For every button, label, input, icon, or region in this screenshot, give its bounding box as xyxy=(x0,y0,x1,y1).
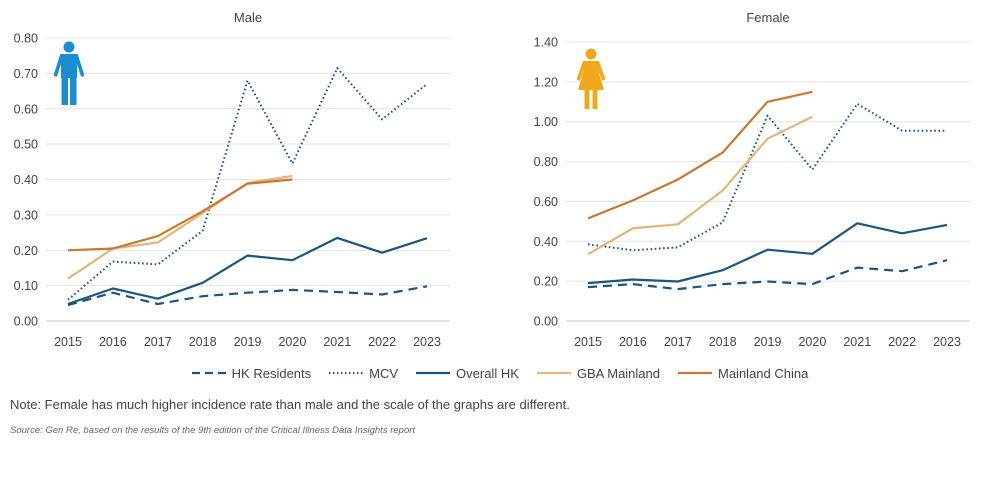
x-tick-label: 2022 xyxy=(888,335,916,349)
y-tick-label: 0.20 xyxy=(14,244,38,258)
x-tick-label: 2015 xyxy=(54,335,82,349)
y-tick-label: 0.60 xyxy=(14,102,38,116)
legend-label-hk-residents: HK Residents xyxy=(231,365,312,381)
legend-label-mcv: MCV xyxy=(369,365,399,381)
chart-title: Female xyxy=(746,10,789,25)
legend-swatch-gba-mainland xyxy=(536,371,571,375)
legend-item-mcv: MCV xyxy=(329,366,398,381)
series-line-mainland-china xyxy=(587,90,813,220)
x-tick-label: 2020 xyxy=(278,335,306,349)
legend-swatch-mainland-china xyxy=(678,371,712,375)
x-tick-label: 2016 xyxy=(99,335,127,349)
y-tick-label: 0.00 xyxy=(534,315,558,329)
chart-male: Male 0.00 0.10 0.20 0.30 0.40 0.50 0.60 0.70 0.80… xyxy=(14,10,450,349)
legend-swatch-hk-residents xyxy=(191,371,226,375)
chart-female: Female 0.00 0.20 0.40 0.60 0.80 1.00 1.20 1.40 20… xyxy=(534,10,970,349)
y-tick-label: 1.40 xyxy=(534,36,558,50)
series-line-overall-hk xyxy=(587,222,948,285)
legend-item-mainland-china: Mainland China xyxy=(678,366,808,381)
chart-source: Source: Gen Re, based on the results of … xyxy=(10,425,416,436)
female-person-icon xyxy=(576,48,606,109)
legend-label-mainland-china: Mainland China xyxy=(718,365,809,381)
y-tick-label: 0.80 xyxy=(534,155,558,169)
legend-item-hk-residents: HK Residents xyxy=(191,365,312,381)
y-tick-label: 1.00 xyxy=(534,115,558,129)
legend-item-gba-mainland: GBA Mainland xyxy=(536,365,660,381)
x-tick-label: 2015 xyxy=(574,335,602,349)
x-tick-label: 2022 xyxy=(368,335,396,349)
series-line-gba-mainland xyxy=(67,174,293,280)
y-tick-label: 0.80 xyxy=(14,32,38,46)
charts-canvas: Male 0.00 0.10 0.20 0.30 0.40 0.50 0.60 0.70 0.80… xyxy=(14,10,970,349)
y-tick-label: 0.00 xyxy=(14,315,38,329)
legend-label-gba-mainland: GBA Mainland xyxy=(576,365,660,381)
legend-swatch-overall-hk xyxy=(416,371,451,375)
y-tick-label: 0.30 xyxy=(14,208,38,222)
y-tick-label: 0.50 xyxy=(14,138,38,152)
y-tick-label: 0.60 xyxy=(534,195,558,209)
x-tick-label: 2021 xyxy=(843,335,871,349)
legend-item-overall-hk: Overall HK xyxy=(416,366,519,381)
series-line-hk-residents xyxy=(67,285,428,307)
x-tick-label: 2020 xyxy=(798,335,826,349)
chart-note: Note: Female has much higher incidence r… xyxy=(10,397,570,412)
series-line-gba-mainland xyxy=(587,115,813,256)
series-line-overall-hk xyxy=(67,236,428,306)
x-tick-label: 2019 xyxy=(754,335,782,349)
x-tick-label: 2016 xyxy=(619,335,647,349)
chart-legend: HK Residents MCV Overall HK GBA Mainland… xyxy=(0,362,1000,384)
x-tick-label: 2023 xyxy=(933,335,961,349)
y-tick-label: 0.40 xyxy=(14,173,38,187)
legend-swatch-mcv xyxy=(329,372,364,374)
y-tick-label: 0.40 xyxy=(534,235,558,249)
x-tick-label: 2018 xyxy=(709,335,737,349)
y-tick-label: 0.10 xyxy=(14,279,38,293)
series-line-mcv xyxy=(587,102,947,252)
series-line-hk-residents xyxy=(587,259,948,291)
x-tick-label: 2018 xyxy=(189,335,217,349)
y-tick-label: 0.20 xyxy=(534,275,558,289)
y-tick-label: 0.70 xyxy=(14,67,38,81)
series-line-mainland-china xyxy=(67,178,293,252)
chart-title: Male xyxy=(234,10,262,25)
x-tick-label: 2021 xyxy=(323,335,351,349)
male-person-icon xyxy=(53,41,85,105)
x-tick-label: 2017 xyxy=(664,335,692,349)
legend-label-overall-hk: Overall HK xyxy=(456,365,519,381)
x-tick-label: 2023 xyxy=(413,335,441,349)
y-tick-label: 1.20 xyxy=(534,75,558,89)
x-tick-label: 2019 xyxy=(234,335,262,349)
x-tick-label: 2017 xyxy=(144,335,172,349)
